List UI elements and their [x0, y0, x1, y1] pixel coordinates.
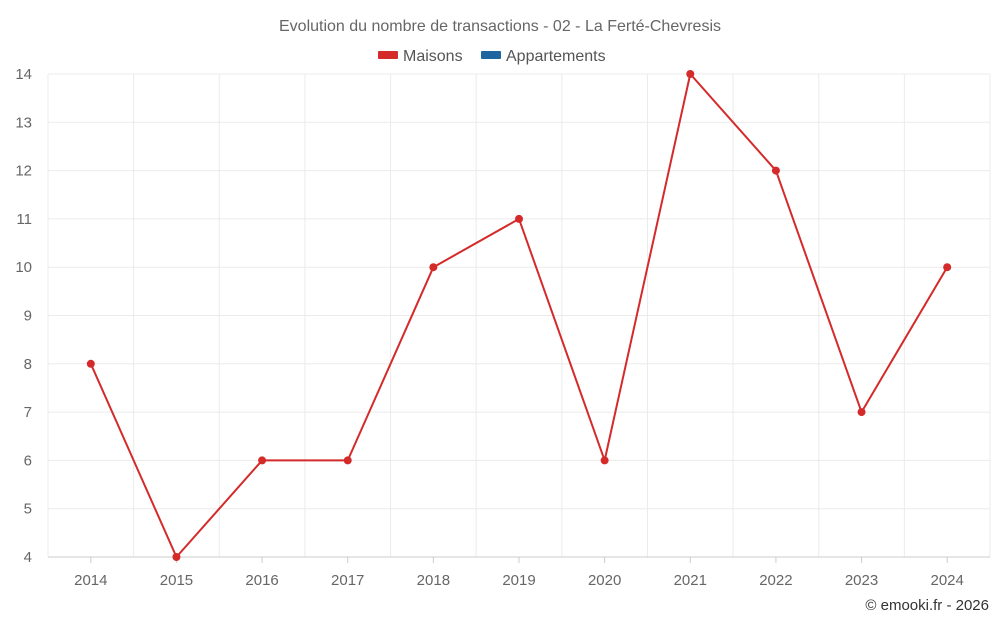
grid	[47, 73, 991, 558]
data-point-2019[interactable]	[515, 214, 523, 223]
y-tick-label: 6	[24, 452, 32, 469]
y-tick-label: 4	[24, 549, 32, 566]
y-tick-label: 8	[24, 356, 32, 373]
legend: Maisons Appartements	[378, 48, 606, 65]
y-tick-label: 7	[24, 404, 32, 421]
legend-item-appartements[interactable]: Appartements	[481, 48, 606, 65]
legend-item-maisons[interactable]: Maisons	[378, 48, 463, 65]
x-tick-label: 2024	[930, 572, 963, 589]
data-point-2017[interactable]	[343, 456, 352, 465]
x-tick-label: 2022	[759, 572, 792, 589]
y-tick-label: 12	[15, 163, 32, 180]
legend-label-appartements: Appartements	[506, 48, 606, 65]
x-tick-label: 2018	[417, 572, 450, 589]
x-tick-label: 2020	[588, 572, 621, 589]
data-point-2023[interactable]	[857, 408, 866, 417]
legend-swatch-appartements	[481, 51, 501, 59]
data-point-2018[interactable]	[429, 263, 438, 272]
x-tick-label: 2017	[331, 572, 364, 589]
y-tick-label: 10	[15, 259, 32, 276]
y-tick-label: 14	[15, 66, 32, 83]
y-tick-label: 5	[24, 501, 32, 518]
data-point-2014[interactable]	[86, 359, 95, 368]
legend-label-maisons: Maisons	[403, 48, 463, 65]
legend-swatch-maisons	[378, 51, 398, 59]
x-axis-ticks: 2014 2015 2016 2017 2018 2019 2020 2021 2022 2023…	[74, 557, 964, 589]
chart-title: Evolution du nombre de transactions - 02…	[279, 18, 721, 35]
data-point-2022[interactable]	[771, 166, 780, 175]
x-tick-label: 2015	[160, 572, 193, 589]
data-point-2016[interactable]	[258, 456, 267, 465]
x-tick-label: 2023	[845, 572, 878, 589]
x-tick-label: 2019	[502, 572, 535, 589]
data-point-2021[interactable]	[686, 70, 695, 78]
y-tick-label: 13	[15, 114, 32, 131]
series-maisons	[86, 70, 952, 561]
data-point-2020[interactable]	[600, 456, 609, 465]
x-tick-label: 2016	[245, 572, 278, 589]
y-tick-label: 11	[16, 211, 32, 228]
y-tick-label: 9	[24, 308, 32, 325]
x-tick-label: 2021	[674, 572, 707, 589]
x-tick-label: 2014	[74, 572, 107, 589]
data-point-2015[interactable]	[172, 553, 181, 561]
credit-text: © emooki.fr - 2026	[865, 597, 989, 614]
y-axis-ticks: 4 5 6 7 8 9 10 11 12 13 14	[15, 66, 32, 566]
data-point-2024[interactable]	[943, 263, 952, 272]
